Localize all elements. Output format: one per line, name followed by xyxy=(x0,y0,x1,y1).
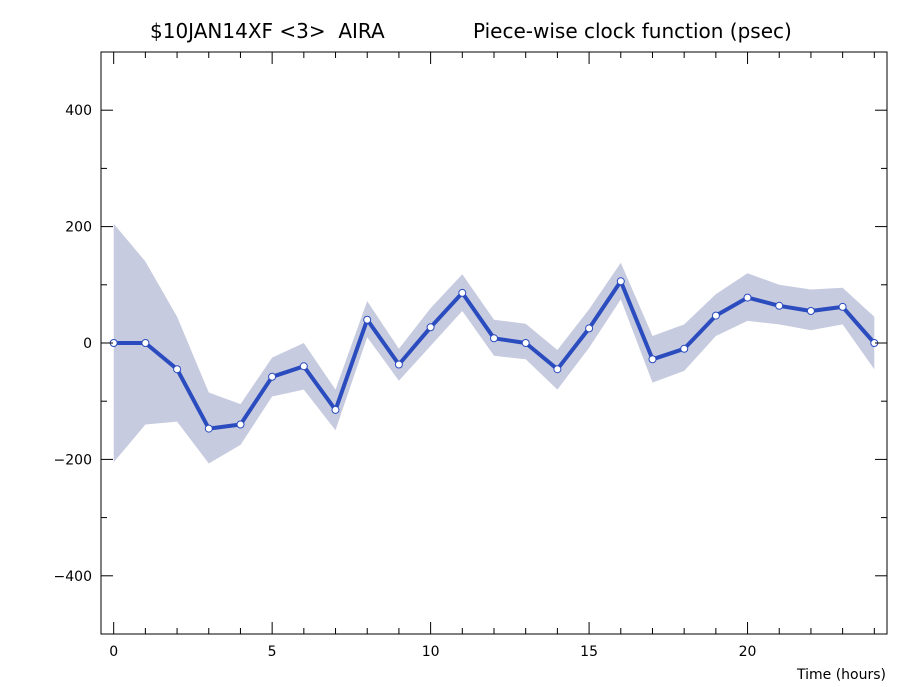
data-point xyxy=(236,420,245,429)
data-point xyxy=(299,362,308,371)
y-tick-label: 400 xyxy=(65,103,92,119)
data-point xyxy=(838,302,847,311)
data-point xyxy=(331,405,340,414)
x-tick-label: 20 xyxy=(739,644,757,660)
data-point xyxy=(648,355,657,364)
data-point xyxy=(711,311,720,320)
data-point xyxy=(775,301,784,310)
y-tick-label: 0 xyxy=(83,336,92,352)
data-point xyxy=(458,288,467,297)
data-point xyxy=(363,315,372,324)
tick-labels: 0 5 10 15 20 −400 −200 0 200 400 xyxy=(54,103,757,660)
data-point xyxy=(806,307,815,315)
data-point-layer xyxy=(109,277,879,433)
y-tick-label: −200 xyxy=(54,452,92,468)
error-band xyxy=(113,223,875,464)
data-point xyxy=(173,365,182,374)
data-point xyxy=(490,334,498,343)
x-tick-label: 10 xyxy=(422,644,440,660)
y-tick-label: 200 xyxy=(65,220,92,236)
data-point xyxy=(426,323,435,332)
data-point xyxy=(680,344,689,353)
chart-title-left: $10JAN14XF <3> AIRA xyxy=(150,19,385,43)
axis-ticks xyxy=(101,51,887,635)
data-point xyxy=(394,360,403,369)
data-point xyxy=(204,424,213,433)
x-tick-label: 5 xyxy=(268,644,277,660)
data-point xyxy=(553,365,562,374)
chart-title-right: Piece-wise clock function (psec) xyxy=(473,19,792,43)
data-point xyxy=(141,339,150,347)
x-axis-label: Time (hours) xyxy=(796,667,886,683)
data-point xyxy=(616,277,625,286)
data-point xyxy=(585,324,594,333)
data-point xyxy=(743,293,752,302)
y-tick-label: −400 xyxy=(54,569,92,585)
data-point xyxy=(521,339,530,347)
x-tick-label: 0 xyxy=(109,644,118,660)
error-band-layer xyxy=(113,223,875,464)
data-point xyxy=(268,372,277,381)
x-tick-label: 15 xyxy=(580,644,598,660)
